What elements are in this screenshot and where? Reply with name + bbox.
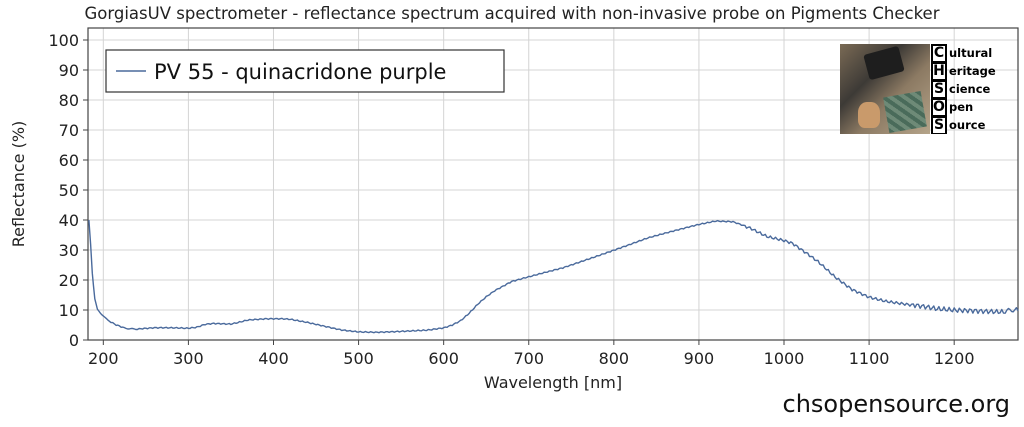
y-tick-label: 100 [48,31,79,50]
hand-image [858,102,880,128]
x-axis-title: Wavelength [nm] [484,373,622,392]
y-tick-label: 80 [59,91,79,110]
axis-ticks: 200 300 400 500 600 700 800 900 1000 1100 1200 0 10 2… [48,31,974,368]
spectrometer-device-image [863,45,905,81]
x-tick-label: 700 [513,349,544,368]
logo-word: ultural [949,45,993,60]
x-tick-label: 400 [258,349,289,368]
logo-words: ultural eritage cience pen ource [949,44,996,134]
y-tick-label: 0 [69,331,79,350]
x-tick-label: 800 [599,349,630,368]
chart-title: GorgiasUV spectrometer - reflectance spe… [84,4,940,23]
x-tick-label: 1200 [934,349,975,368]
legend-box [105,49,505,93]
plot-frame [87,27,1019,341]
logo-word: pen [949,99,974,114]
x-tick-label: 200 [88,349,119,368]
website-footer: chsopensource.org [782,390,1011,418]
series-line [88,219,1019,334]
x-tick-label: 900 [684,349,715,368]
y-tick-label: 90 [59,61,79,80]
y-tick-label: 50 [59,181,79,200]
y-axis-title: Reflectance (%) [9,121,28,248]
logo-letter: S [933,116,945,133]
y-tick-label: 10 [59,301,79,320]
logo-letter: H [933,62,945,79]
x-tick-label: 1000 [764,349,805,368]
logo-letter: O [933,98,945,115]
x-tick-label: 300 [173,349,204,368]
y-tick-label: 60 [59,151,79,170]
logo-photo [840,44,930,134]
legend-label: PV 55 - quinacridone purple [154,60,446,84]
logo-word: cience [949,81,991,96]
legend: PV 55 - quinacridone purple [105,49,505,93]
logo-letter: C [933,44,945,61]
logo-letter: S [933,80,945,97]
chsos-logo: C H S O S ultural eritage cience pen our… [840,44,1000,134]
pigment-board-image [883,90,927,134]
logo-word: eritage [949,63,996,78]
y-tick-label: 20 [59,271,79,290]
x-tick-label: 600 [428,349,459,368]
logo-word: ource [949,117,986,132]
y-tick-label: 30 [59,241,79,260]
logo-acronym: C H S O S [931,44,947,134]
y-tick-label: 70 [59,121,79,140]
y-tick-label: 40 [59,211,79,230]
x-tick-label: 1100 [849,349,890,368]
series-group [88,219,1019,334]
x-tick-label: 500 [343,349,374,368]
